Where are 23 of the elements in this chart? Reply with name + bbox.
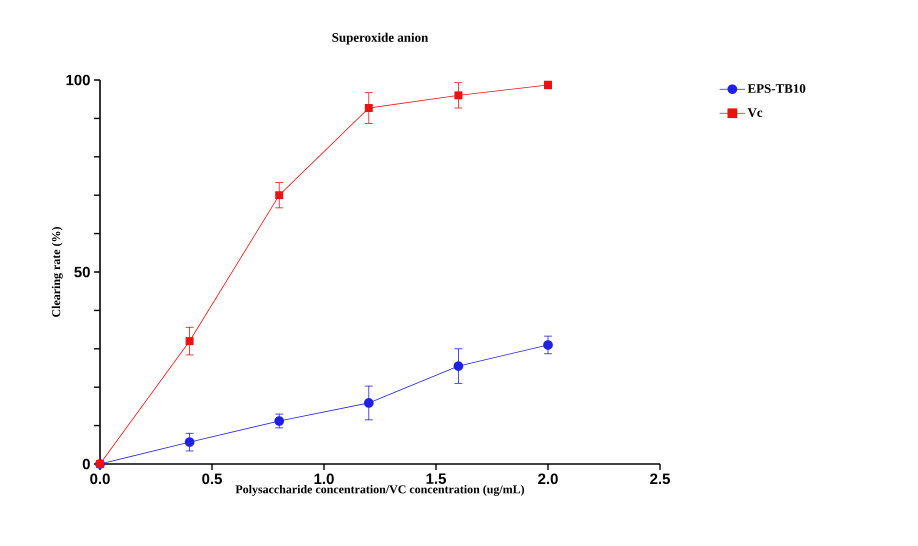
point — [184, 437, 194, 447]
x-tick-label: 1.5 — [426, 474, 446, 484]
x-axis-title: Polysaccharide concentration/VC concentration (ug/mL) — [236, 484, 524, 496]
legend-label: Vc — [748, 108, 762, 117]
y-tick-label: 50 — [74, 266, 90, 278]
point — [364, 398, 374, 408]
x-tick-label: 1.0 — [314, 474, 334, 484]
point — [364, 104, 373, 112]
x-tick-label: 2.0 — [538, 474, 558, 484]
x-tick-label: 2.5 — [650, 474, 670, 484]
point — [454, 361, 464, 371]
point — [275, 191, 284, 200]
point — [543, 340, 553, 350]
legend-label: EPS-TB10 — [748, 84, 806, 93]
point — [186, 337, 194, 346]
x-tick-label: 0.5 — [202, 474, 222, 484]
chart-title: Superoxide anion — [332, 32, 428, 44]
x-tick-label: 0.0 — [90, 474, 110, 484]
y-axis-title: Clearing rate (%) — [52, 227, 63, 317]
y-tick-label: 0 — [82, 458, 90, 470]
point — [454, 91, 462, 100]
point — [274, 416, 284, 426]
y-tick-label: 100 — [66, 74, 90, 86]
